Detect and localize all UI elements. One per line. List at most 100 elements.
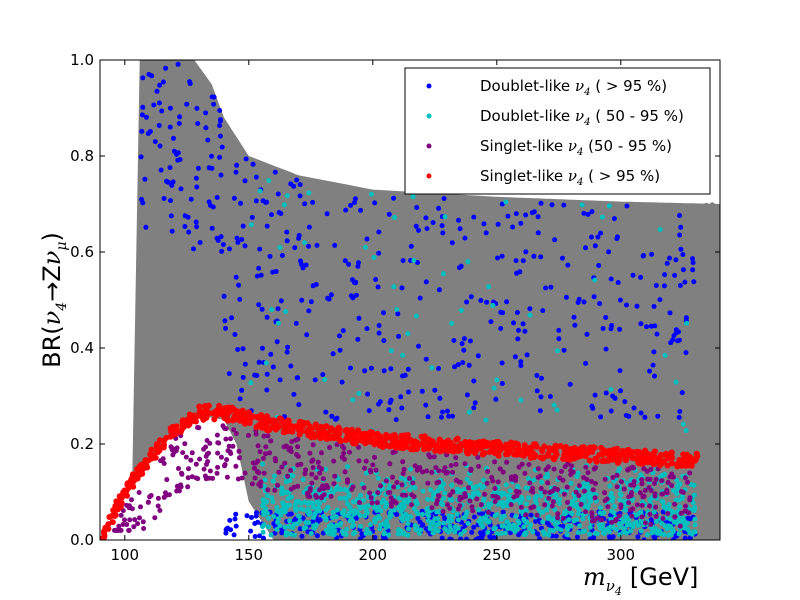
x-tick-label: 200 — [358, 546, 387, 564]
singlet-50-95-point — [682, 475, 688, 481]
singlet-50-95-point — [653, 476, 659, 482]
singlet-50-95-point — [568, 468, 574, 474]
doublet-gt95-point — [237, 396, 243, 402]
background-point — [709, 380, 715, 386]
doublet-gt95-point — [211, 101, 217, 107]
doublet-50-95-point — [388, 348, 394, 354]
singlet-50-95-point — [486, 509, 491, 515]
doublet-50-95-point — [322, 377, 328, 383]
singlet-50-95-point — [316, 464, 322, 470]
doublet-gt95-point — [388, 397, 394, 403]
background-point — [710, 317, 716, 323]
doublet-gt95-point — [524, 352, 530, 358]
doublet-50-95-point — [449, 320, 455, 326]
doublet-50-95-point — [502, 530, 508, 536]
singlet-50-95-point — [647, 511, 653, 517]
doublet-gt95-point — [572, 322, 578, 328]
doublet-gt95-point — [608, 408, 614, 414]
doublet-50-95-point — [503, 482, 509, 488]
doublet-gt95-point — [372, 534, 378, 540]
singlet-50-95-point — [678, 510, 684, 516]
doublet-gt95-point — [358, 536, 363, 540]
singlet-50-95-point — [363, 458, 369, 464]
doublet-50-95-point — [395, 484, 401, 490]
singlet-50-95-point — [562, 464, 568, 470]
singlet-50-95-point — [447, 505, 453, 511]
singlet-gt95-point — [634, 448, 641, 455]
doublet-50-95-point — [428, 487, 434, 493]
doublet-gt95-point — [595, 234, 601, 240]
doublet-gt95-point — [448, 537, 454, 540]
background-point — [688, 375, 694, 381]
doublet-50-95-point — [300, 477, 306, 483]
singlet-gt95-point — [489, 441, 496, 448]
doublet-50-95-point — [586, 491, 592, 497]
background-point — [707, 360, 713, 366]
doublet-gt95-point — [440, 409, 445, 415]
background-point — [701, 458, 707, 465]
singlet-50-95-point — [478, 502, 484, 508]
background-point — [713, 381, 720, 387]
doublet-50-95-point — [579, 202, 585, 208]
singlet-50-95-point — [407, 476, 412, 481]
doublet-50-95-point — [454, 489, 460, 494]
doublet-50-95-point — [598, 505, 603, 511]
singlet-gt95-point — [184, 416, 191, 423]
doublet-gt95-point — [406, 389, 411, 395]
doublet-gt95-point — [436, 205, 442, 211]
doublet-50-95-point — [262, 477, 268, 483]
singlet-gt95-point — [185, 422, 192, 429]
doublet-50-95-point — [435, 516, 441, 522]
doublet-gt95-point — [505, 213, 511, 219]
doublet-50-95-point — [551, 402, 557, 408]
x-tick-label: 250 — [482, 546, 511, 564]
doublet-gt95-point — [329, 413, 335, 419]
singlet-50-95-point — [246, 433, 251, 438]
doublet-50-95-point — [577, 523, 583, 529]
singlet-50-95-point — [178, 484, 184, 490]
background-point — [700, 526, 706, 532]
doublet-50-95-point — [372, 504, 377, 510]
singlet-50-95-point — [261, 470, 267, 476]
singlet-gt95-point — [649, 455, 656, 462]
singlet-gt95-point — [545, 452, 551, 459]
doublet-gt95-point — [468, 294, 474, 300]
doublet-50-95-point — [269, 307, 275, 313]
singlet-gt95-point — [157, 437, 163, 444]
singlet-50-95-point — [314, 494, 320, 500]
singlet-gt95-point — [142, 457, 149, 464]
singlet-gt95-point — [196, 408, 203, 415]
singlet-gt95-point — [380, 444, 387, 450]
doublet-50-95-point — [626, 522, 632, 528]
singlet-50-95-point — [641, 466, 647, 472]
doublet-gt95-point — [436, 287, 442, 293]
singlet-50-95-point — [315, 459, 321, 465]
doublet-gt95-point — [481, 221, 487, 227]
background-point — [683, 223, 689, 229]
singlet-50-95-point — [560, 515, 566, 521]
background-point — [692, 535, 698, 540]
singlet-50-95-point — [489, 475, 495, 480]
singlet-50-95-point — [569, 463, 575, 469]
doublet-gt95-point — [221, 293, 227, 299]
doublet-gt95-point — [652, 373, 657, 379]
doublet-gt95-point — [234, 162, 240, 168]
singlet-gt95-point — [273, 426, 279, 433]
doublet-50-95-point — [287, 478, 293, 483]
doublet-gt95-point — [381, 338, 387, 344]
singlet-50-95-point — [118, 527, 124, 533]
doublet-50-95-point — [470, 490, 476, 496]
doublet-gt95-point — [408, 243, 414, 249]
doublet-gt95-point — [264, 371, 270, 377]
doublet-50-95-point — [312, 510, 318, 516]
doublet-50-95-point — [691, 482, 697, 488]
doublet-50-95-point — [290, 473, 296, 479]
doublet-gt95-point — [139, 128, 145, 134]
singlet-50-95-point — [448, 463, 454, 468]
singlet-50-95-point — [660, 516, 666, 521]
background-point — [694, 392, 700, 398]
singlet-gt95-point — [592, 455, 599, 462]
doublet-50-95-point — [500, 503, 506, 509]
doublet-50-95-point — [481, 477, 487, 483]
doublet-gt95-point — [333, 416, 339, 422]
